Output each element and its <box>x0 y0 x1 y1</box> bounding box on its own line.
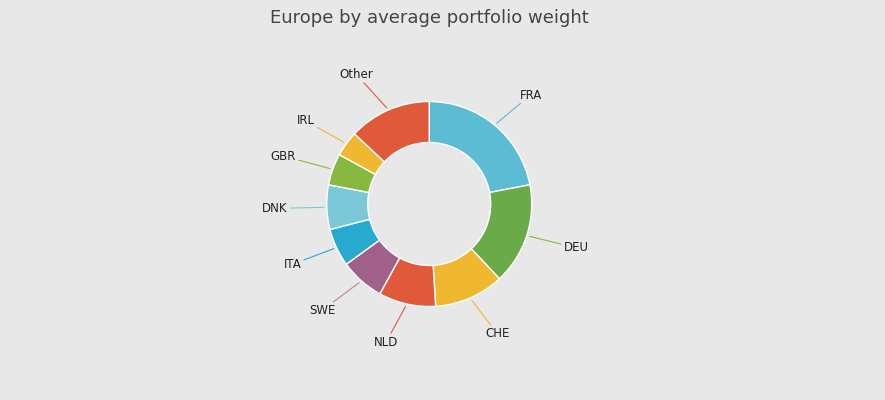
Title: Europe by average portfolio weight: Europe by average portfolio weight <box>270 9 589 27</box>
Wedge shape <box>330 219 380 264</box>
Text: SWE: SWE <box>309 282 359 317</box>
Text: DEU: DEU <box>529 236 589 254</box>
Wedge shape <box>327 185 370 230</box>
Wedge shape <box>380 258 435 306</box>
Wedge shape <box>328 155 375 192</box>
Wedge shape <box>429 102 530 192</box>
Text: FRA: FRA <box>496 88 542 123</box>
Wedge shape <box>355 102 429 162</box>
Wedge shape <box>472 185 532 279</box>
Text: Other: Other <box>339 68 387 108</box>
Wedge shape <box>433 249 499 306</box>
Text: ITA: ITA <box>283 249 334 271</box>
Wedge shape <box>346 240 400 294</box>
Text: GBR: GBR <box>271 150 330 168</box>
Wedge shape <box>340 134 384 174</box>
Text: DNK: DNK <box>262 202 324 215</box>
Text: IRL: IRL <box>296 114 344 142</box>
Text: CHE: CHE <box>472 300 510 340</box>
Text: NLD: NLD <box>374 306 405 348</box>
